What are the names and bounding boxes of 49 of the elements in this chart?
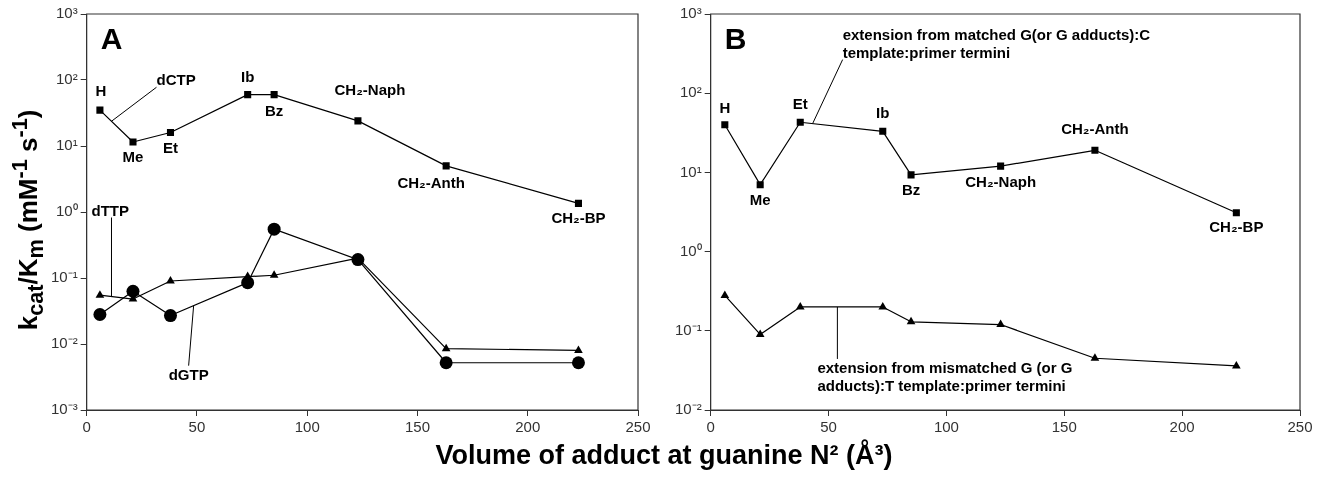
annotation: Bz [901,181,921,199]
y-tick-label: 10⁻³ [50,400,78,418]
annotation: H [95,82,107,100]
y-tick-label: 10⁰ [679,241,702,259]
x-tick-label: 0 [82,418,91,436]
text: dTTP [91,201,129,219]
annotation: CH₂-BP [551,208,606,226]
annotation: Ib [240,67,255,85]
x-tick-label: 150 [404,418,430,436]
annotation: H [719,98,731,116]
annotation: Ib [876,104,890,122]
series-label: dCTP [156,71,196,89]
x-tick-label: 200 [1169,418,1195,436]
annotation: Bz [264,101,284,119]
y-tick-label: 10² [55,70,78,88]
y-tick-label: 10³ [55,4,78,22]
y-tick-label: 10⁻¹ [674,320,702,338]
text: extension from matched G(or G adducts):C template:primer termini [842,25,1151,61]
annotation: CH₂-Naph [965,173,1037,191]
x-tick-label: 100 [933,418,959,436]
y-tick-label: 10² [679,83,702,101]
y-tick-label: 10⁻² [674,400,702,418]
annotation: CH₂-Anth [1061,120,1129,138]
y-tick-label: 10¹ [55,136,78,154]
x-tick-label: 150 [1051,418,1077,436]
series-label: extension from mismatched G (or G adducts):T template:primer termini [817,359,1073,395]
y-tick-label: 10⁻¹ [50,268,78,286]
y-tick-label: 10¹ [679,162,702,180]
x-tick-label: 50 [820,418,837,436]
x-axis-title: Volume of adduct at guanine N² (Å³) [434,440,894,471]
x-tick-label: 100 [294,418,320,436]
annotation: CH₂-Anth [397,174,465,192]
text: dGTP [168,365,209,383]
x-tick-label: 0 [706,418,715,436]
annotation: CH₂-Naph [334,81,406,99]
chart-title: A [100,22,123,56]
annotation: Me [749,190,771,208]
x-tick-label: 250 [1287,418,1313,436]
x-tick-label: 250 [625,418,651,436]
x-tick-label: 200 [515,418,541,436]
annotation: Me [122,148,144,166]
y-tick-label: 10⁰ [55,202,78,220]
y-tick-label: 10⁻² [50,334,78,352]
y-tick-label: 10³ [679,4,702,22]
annotation: Et [792,95,808,113]
x-tick-label: 50 [188,418,206,436]
annotation: Et [162,138,178,156]
chart-title: B [724,22,747,56]
annotation: CH₂-BP [1209,217,1264,235]
